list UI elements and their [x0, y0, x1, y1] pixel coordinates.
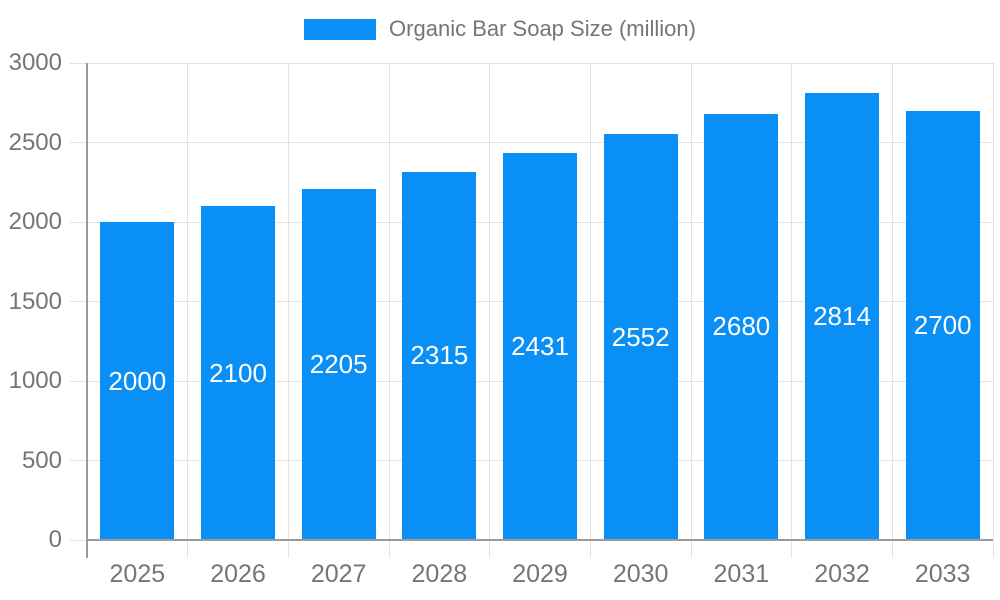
bar-value-label: 2205: [309, 349, 368, 380]
x-axis-tick: [287, 540, 289, 558]
gridline-vertical: [388, 63, 390, 540]
y-axis-tick-label: 1500: [8, 287, 62, 315]
legend-swatch: [304, 18, 377, 40]
bar-2032: 2814: [805, 92, 879, 540]
x-axis-tick: [992, 540, 994, 558]
x-axis-tick: [388, 540, 390, 558]
y-axis-tick: [70, 301, 87, 302]
gridline-vertical: [791, 63, 793, 540]
bar-value-label: 2680: [712, 311, 771, 342]
x-axis-tick: [791, 540, 793, 558]
gridline-horizontal: [87, 62, 993, 64]
x-axis-tick-label: 2026: [210, 560, 266, 588]
bar-2028: 2315: [402, 171, 477, 540]
plot-area: 2000 2100 2205 2315 2431 2552 2680 2814 2700: [87, 62, 994, 540]
y-axis-line: [86, 63, 88, 558]
x-axis-tick: [187, 540, 189, 558]
gridline-vertical: [589, 63, 591, 540]
y-axis-tick-label: 2000: [8, 208, 62, 235]
x-axis-tick: [891, 540, 893, 558]
y-axis-tick: [70, 62, 87, 64]
legend-item[interactable]: Organic Bar Soap Size (million): [304, 16, 696, 42]
gridline-horizontal: [87, 142, 993, 143]
bar-value-label: 2552: [611, 321, 670, 352]
bar-value-label: 2000: [108, 365, 167, 396]
x-axis-tick-label: 2029: [512, 560, 568, 588]
x-axis-tick-label: 2028: [411, 560, 468, 588]
x-axis-tick: [589, 540, 591, 558]
bar-2033: 2700: [905, 110, 980, 540]
gridline-vertical: [891, 63, 893, 540]
x-axis-tick-label: 2027: [310, 560, 367, 588]
bar-value-label: 2315: [410, 340, 469, 371]
x-axis-tick: [690, 540, 692, 558]
y-axis-tick-label: 0: [48, 526, 62, 553]
bar-2030: 2552: [603, 134, 678, 540]
bar-2026: 2100: [201, 206, 275, 540]
gridline-vertical: [287, 63, 289, 540]
x-axis-tick-label: 2032: [814, 560, 870, 588]
x-axis-tick: [489, 540, 491, 558]
bar-2025: 2000: [100, 222, 175, 540]
bar-2031: 2680: [704, 113, 779, 540]
x-axis-tick-label: 2033: [914, 560, 971, 588]
x-axis-tick-label: 2030: [612, 560, 669, 588]
y-axis-tick-label: 2500: [8, 128, 62, 156]
y-axis-tick-label: 500: [21, 446, 62, 474]
y-axis-tick: [70, 460, 87, 461]
y-axis-tick: [70, 539, 87, 541]
legend: Organic Bar Soap Size (million): [0, 16, 1000, 42]
x-axis-line: [87, 539, 993, 541]
bar-2027: 2205: [301, 189, 376, 540]
y-axis-tick-label: 1000: [8, 367, 62, 394]
gridline-vertical: [992, 63, 994, 540]
y-axis-tick: [70, 142, 87, 143]
x-axis-tick-label: 2031: [713, 560, 770, 588]
bar-value-label: 2700: [913, 309, 972, 340]
bar-value-label: 2814: [813, 300, 871, 331]
bar-2029: 2431: [503, 153, 577, 540]
y-axis-tick-label: 3000: [8, 49, 62, 76]
y-axis-tick: [70, 380, 87, 382]
bar-value-label: 2100: [209, 357, 267, 388]
legend-label: Organic Bar Soap Size (million): [389, 16, 696, 41]
gridline-vertical: [690, 63, 692, 540]
x-axis-tick-label: 2025: [109, 560, 166, 588]
bar-value-label: 2431: [511, 331, 569, 362]
gridline-vertical: [187, 63, 189, 540]
y-axis-tick: [70, 221, 87, 223]
gridline-vertical: [489, 63, 491, 540]
